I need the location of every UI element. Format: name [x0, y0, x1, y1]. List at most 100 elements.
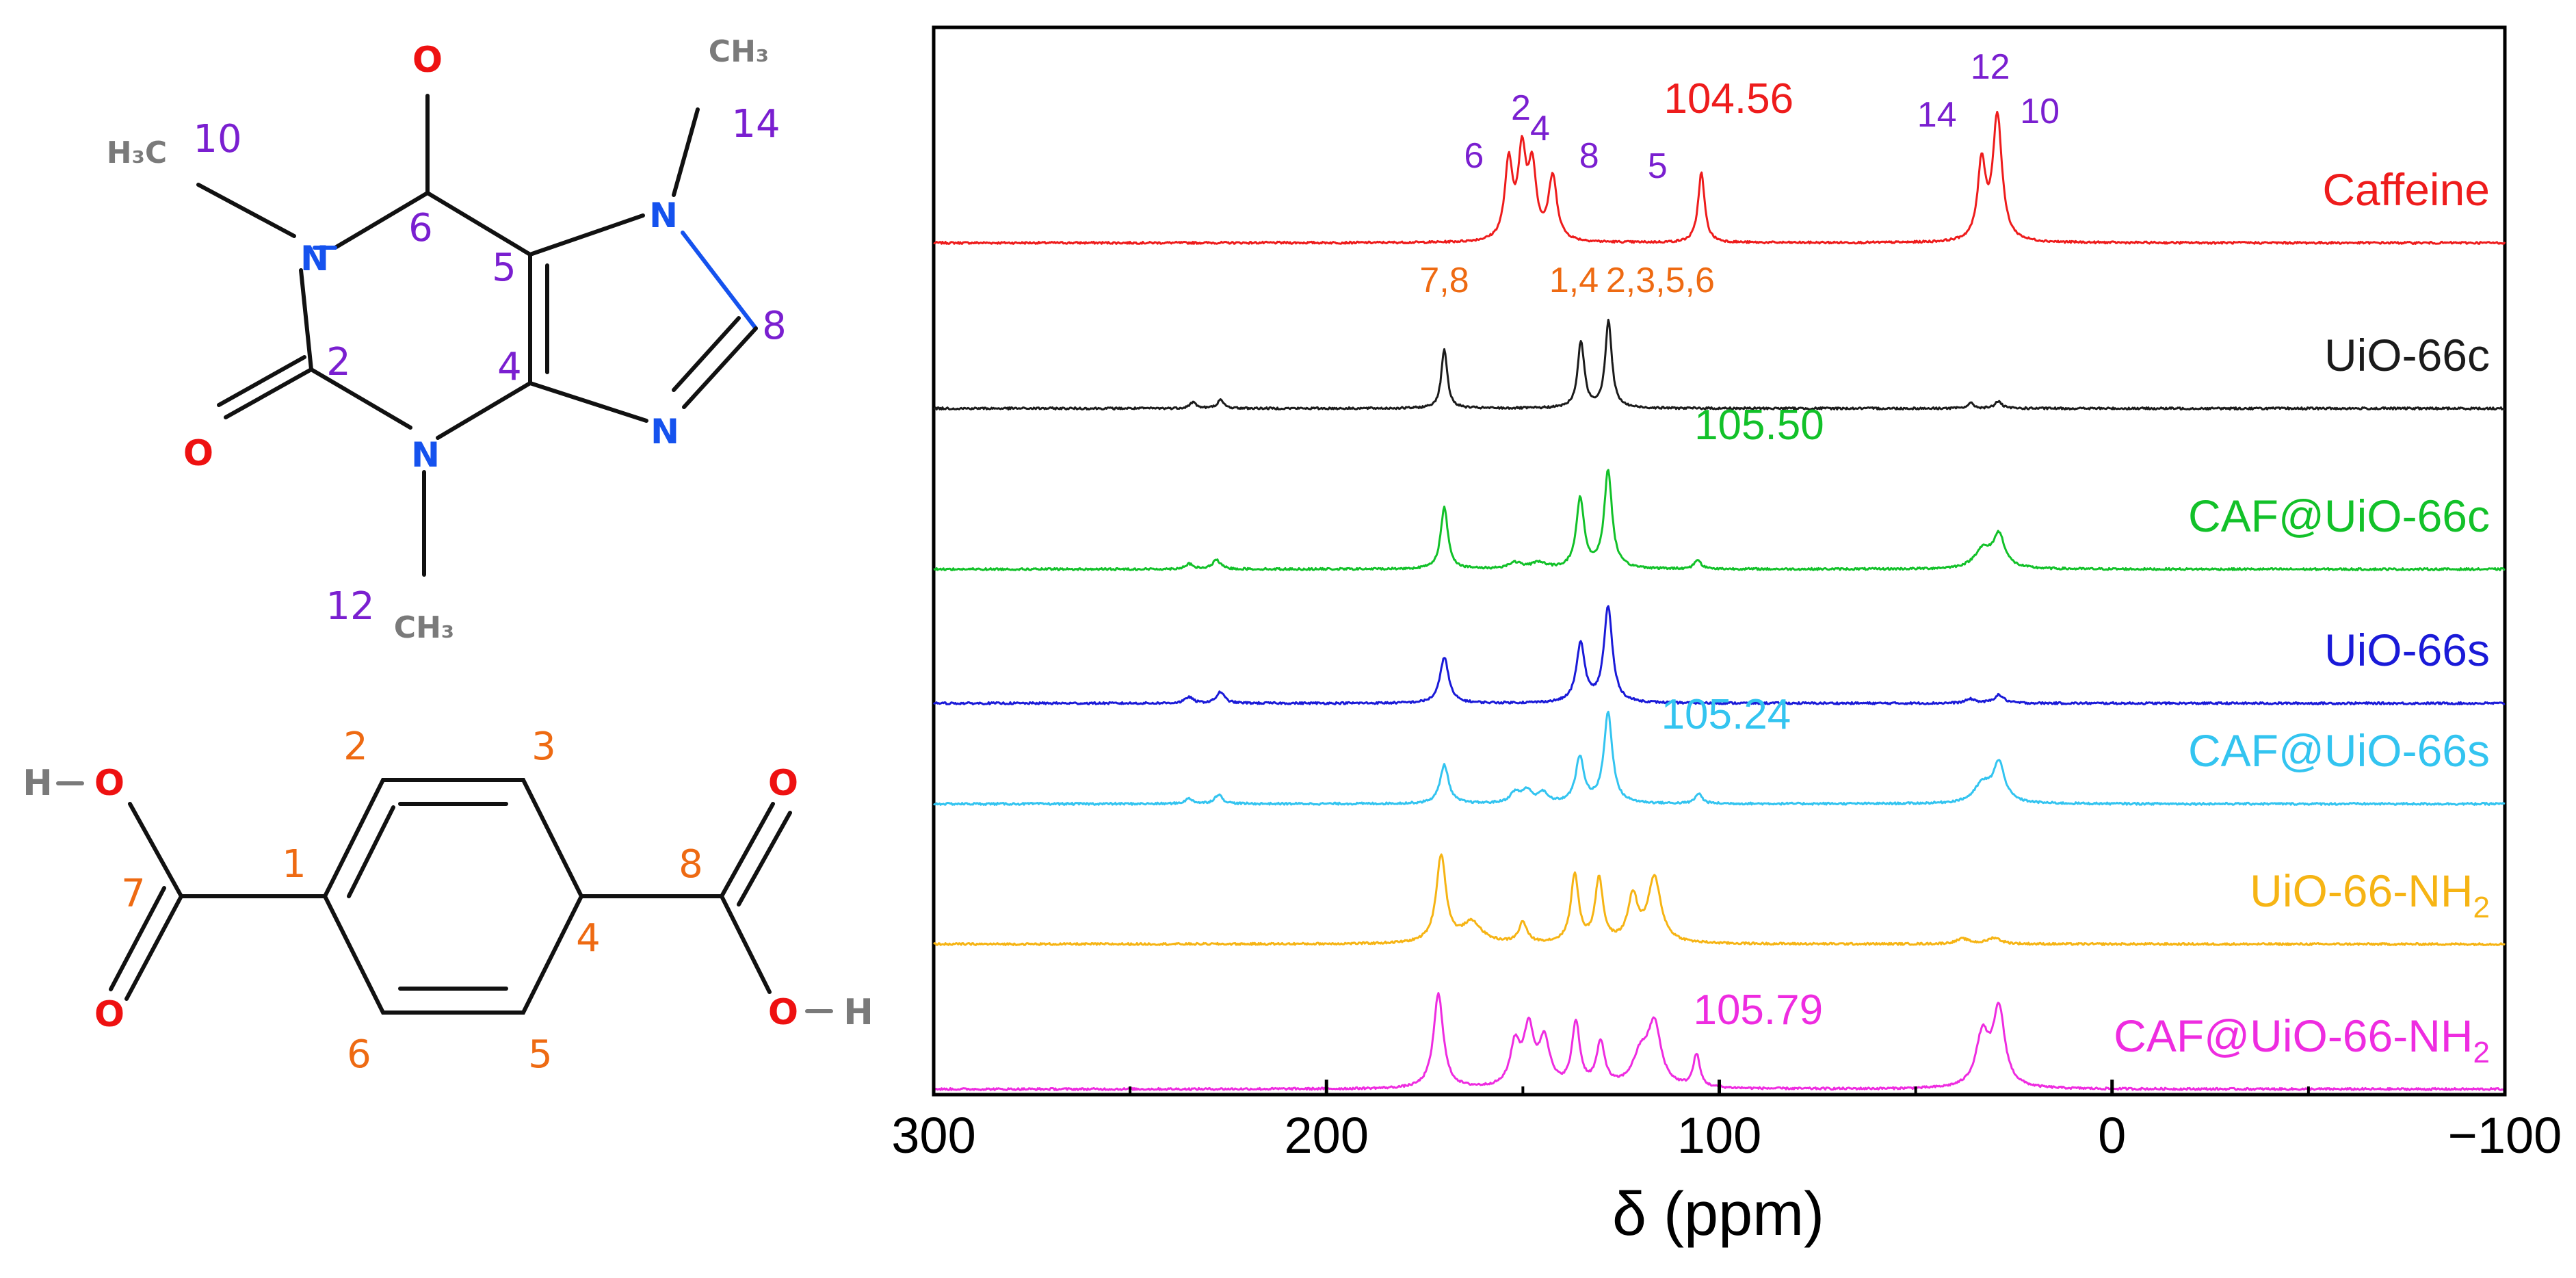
bond-n1-c2 [299, 268, 313, 371]
bdc-pos-1: 1 [282, 842, 306, 887]
caffeine-pos-6: 6 [408, 206, 433, 250]
spectrum-line-5 [933, 853, 2506, 946]
atom-o6: O [412, 40, 443, 81]
bond-c5-n7 [528, 213, 645, 257]
bond-c8-n9-inner [672, 316, 741, 392]
spectrum-line-1 [933, 318, 2506, 410]
series-label-3: UiO-66s [2324, 625, 2490, 675]
series-labels: Caffeine UiO-66c CAF@UiO-66c UiO-66s CAF@UiO… [2114, 164, 2490, 1069]
atom-n7: N [649, 196, 678, 235]
bdc-bonds [56, 778, 833, 1015]
bdc-pos-7: 7 [121, 872, 146, 916]
bdc-structure: H O O O O H 1 2 3 4 5 6 7 8 [23, 725, 873, 1077]
peak-annotation-0-5: 104.56 [1664, 75, 1793, 122]
atom-h-right: H [843, 992, 873, 1033]
x-tick-label-1: 200 [1285, 1107, 1369, 1164]
caffeine-pos-2: 2 [326, 340, 351, 384]
series-label-1: UiO-66c [2324, 330, 2490, 380]
atom-ch3-12: CH₃ [394, 610, 454, 645]
peak-annotation-0-8: 10 [2020, 92, 2060, 131]
x-tick-label-0: 300 [891, 1107, 975, 1164]
bdc-pos-6: 6 [347, 1032, 371, 1077]
bdc-pos-4: 4 [576, 916, 601, 961]
peak-annotation-1-1: 1,4 [1549, 261, 1599, 300]
bond-c8-o-b [737, 811, 792, 907]
bond-n1-ch3 [196, 183, 296, 238]
peak-annotation-1-2: 2,3,5,6 [1606, 261, 1715, 300]
bond-c2-o2-a [224, 367, 313, 419]
bdc-position-labels: 1 2 3 4 5 6 7 8 [121, 725, 703, 1077]
peak-annotation-0-1: 2 [1511, 88, 1531, 128]
bond-n3-c4 [436, 381, 532, 440]
bond-c7-oh [128, 802, 183, 898]
x-axis-label: δ (ppm) [1612, 1180, 1824, 1249]
spectrum-line-3 [932, 605, 2506, 705]
bond-c2-n3 [309, 367, 412, 430]
peak-annotation-2-0: 105.50 [1694, 402, 1824, 449]
bdc-pos-3: 3 [531, 725, 556, 769]
caffeine-pos-12: 12 [326, 584, 374, 629]
atom-o-right-top: O [768, 763, 798, 804]
bdc-ring-inner-left [347, 805, 395, 898]
bdc-pos-8: 8 [679, 842, 703, 887]
peak-annotation-4-0: 105.24 [1661, 691, 1791, 738]
series-label-0: Caffeine [2322, 164, 2490, 215]
atom-ch3-10: H₃C [107, 135, 167, 170]
bond-n7-c8 [681, 231, 758, 330]
atom-n1: N [300, 239, 329, 278]
series-label-4: CAF@UiO-66s [2188, 725, 2490, 776]
bond-c2-o2-b [217, 355, 306, 407]
caffeine-bonds [196, 94, 758, 577]
bond-c6-n1 [333, 191, 430, 250]
atom-n9: N [650, 412, 679, 452]
bond-c4-n9 [528, 381, 648, 423]
caffeine-pos-8: 8 [762, 304, 787, 348]
series-label-5: UiO-66-NH2 [2250, 865, 2490, 924]
x-tick-label-3: 0 [2098, 1107, 2126, 1164]
spectrum-line-0 [933, 111, 2506, 245]
caffeine-position-labels: 10 6 2 5 4 8 12 14 [193, 102, 786, 629]
atom-n3: N [411, 435, 440, 475]
peak-annotation-0-2: 4 [1530, 109, 1550, 148]
atom-o-left-bottom: O [94, 994, 124, 1035]
peak-annotation-6-0: 105.79 [1693, 987, 1823, 1034]
bond-c8-n9 [682, 326, 758, 409]
bond-n7-ch3 [672, 107, 700, 197]
x-axis: 300 200 100 0 −100 [891, 1080, 2562, 1164]
bond-c8-oh [720, 894, 772, 994]
series-label-2: CAF@UiO-66c [2188, 491, 2490, 541]
plot-frame [932, 25, 2507, 1097]
bdc-ring [322, 778, 584, 1015]
atom-o-right-bottom: O [768, 992, 798, 1033]
peak-annotation-0-0: 6 [1464, 136, 1484, 176]
bond-c7-o-b [109, 886, 166, 991]
atom-o2: O [183, 433, 213, 474]
caffeine-pos-14: 14 [731, 102, 780, 146]
caffeine-pos-10: 10 [193, 117, 241, 161]
peak-annotation-1-0: 7,8 [1419, 261, 1469, 300]
atom-ch3-14: CH₃ [709, 34, 769, 69]
spectrum-line-2 [933, 469, 2506, 571]
bond-c8-o-a [720, 802, 775, 898]
caffeine-pos-4: 4 [497, 345, 522, 389]
caffeine-structure: O O N N N N H₃C CH₃ CH₃ 10 6 2 5 4 8 12 … [107, 34, 787, 645]
spectrum-line-4 [933, 710, 2506, 806]
peak-annotation-0-6: 14 [1917, 95, 1957, 135]
peak-annotation-0-7: 12 [1971, 47, 2010, 87]
series-label-6: CAF@UiO-66-NH2 [2114, 1010, 2490, 1069]
caffeine-pos-5: 5 [492, 246, 516, 290]
x-tick-label-4: −100 [2448, 1107, 2562, 1164]
spectrum-traces [932, 111, 2506, 1091]
bond-c6-c5 [425, 191, 532, 257]
peak-annotation-0-3: 8 [1579, 136, 1599, 176]
bond-c7-o-a [124, 894, 183, 1001]
atom-o-left-top: O [94, 763, 124, 804]
atom-h-left: H [23, 763, 53, 804]
bdc-pos-2: 2 [343, 725, 368, 769]
bdc-pos-5: 5 [528, 1032, 553, 1077]
x-tick-label-2: 100 [1677, 1107, 1761, 1164]
peak-annotation-0-4: 5 [1648, 146, 1668, 186]
